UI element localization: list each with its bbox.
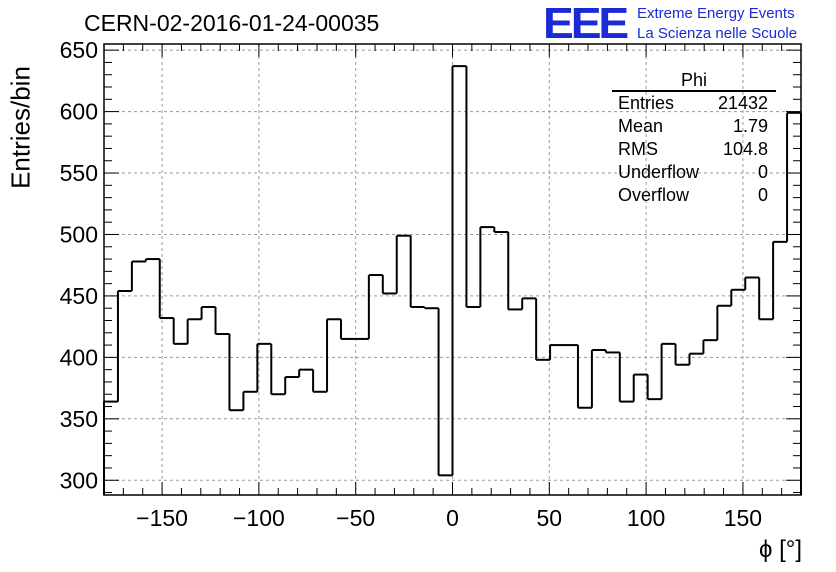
x-tick-label: −100 <box>233 505 285 531</box>
stats-box: Phi Entries 21432 Mean 1.79 RMS 104.8 Under… <box>612 70 776 207</box>
stats-value: 104.8 <box>722 139 768 159</box>
y-axis-label: Entries/bin <box>5 66 36 189</box>
stats-value: 21432 <box>717 93 768 113</box>
run-title: CERN-02-2016-01-24-00035 <box>84 10 380 36</box>
x-tick-label: −50 <box>336 505 375 531</box>
stats-row-rms: RMS 104.8 <box>612 138 776 161</box>
y-tick-label: 650 <box>60 37 98 63</box>
x-tick-label: −150 <box>136 505 188 531</box>
stats-label: Overflow <box>618 185 690 205</box>
stats-value: 0 <box>757 185 768 205</box>
x-tick-label: 0 <box>446 505 459 531</box>
y-tick-label: 600 <box>60 99 98 125</box>
stats-value: 0 <box>757 162 768 182</box>
logo-caption-line1: Extreme Energy Events <box>637 5 795 22</box>
stats-title: Phi <box>612 70 776 92</box>
stats-label: Mean <box>618 116 664 136</box>
stats-row-mean: Mean 1.79 <box>612 115 776 138</box>
eee-logo: EEE <box>543 0 629 48</box>
logo-caption-line2: La Scienza nelle Scuole <box>637 25 798 42</box>
x-tick-label: 50 <box>537 505 563 531</box>
y-tick-label: 500 <box>60 221 98 247</box>
y-tick-label: 450 <box>60 283 98 309</box>
logo-caption: Extreme Energy Events La Scienza nelle S… <box>637 4 797 44</box>
y-tick-label: 400 <box>60 344 98 370</box>
stats-label: Underflow <box>618 162 700 182</box>
y-tick-label: 550 <box>60 160 98 186</box>
y-tick-label: 300 <box>60 467 98 493</box>
x-tick-label: 150 <box>724 505 762 531</box>
x-tick-label: 100 <box>627 505 665 531</box>
stats-label: Entries <box>618 93 675 113</box>
x-axis-label: ϕ [°] <box>758 536 802 563</box>
stats-label: RMS <box>618 139 658 159</box>
stats-row-underflow: Underflow 0 <box>612 161 776 184</box>
y-tick-label: 350 <box>60 406 98 432</box>
stats-value: 1.79 <box>732 116 768 136</box>
stats-row-overflow: Overflow 0 <box>612 184 776 207</box>
stats-row-entries: Entries 21432 <box>612 92 776 115</box>
